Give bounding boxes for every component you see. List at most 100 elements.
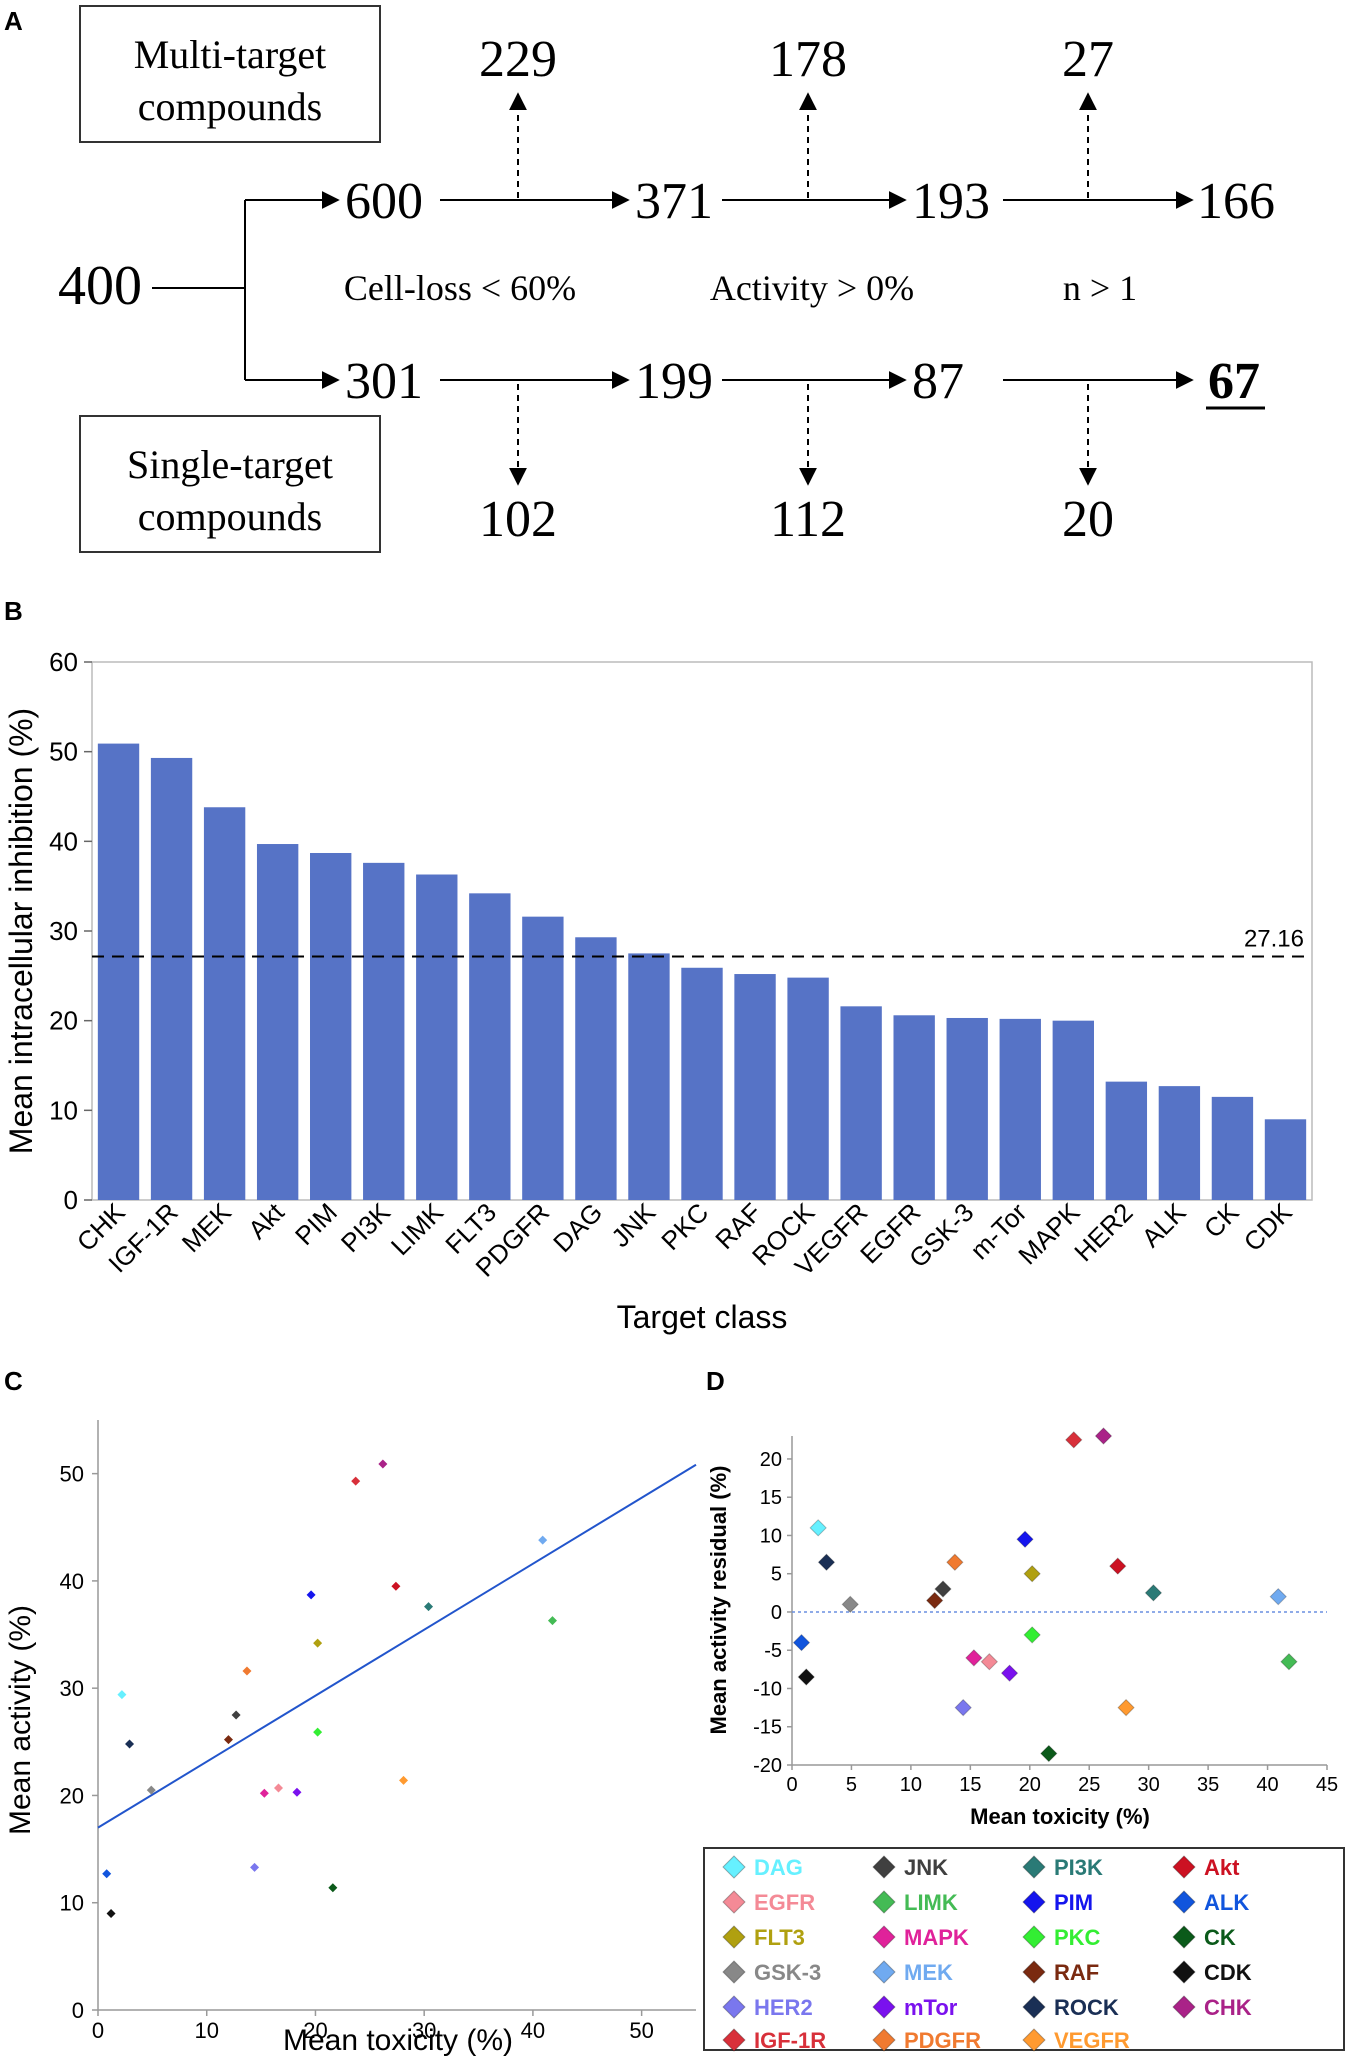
- y-tick-label: 20: [60, 1783, 84, 1808]
- legend-label-pi3k: PI3K: [1054, 1855, 1103, 1880]
- x-tick-label: 30: [1138, 1774, 1160, 1796]
- legend-marker-raf: [1022, 1960, 1046, 1984]
- point-mapk: [965, 1649, 983, 1667]
- flow-top-count-2: 371: [635, 173, 713, 230]
- legend-marker-pkc: [1022, 1925, 1046, 1949]
- point-pkc: [313, 1727, 323, 1737]
- bar-pdgfr: [522, 916, 564, 1200]
- point-akt: [391, 1581, 401, 1591]
- legend-marker-jnk: [872, 1855, 896, 1879]
- legend-marker-ck: [1172, 1925, 1196, 1949]
- point-jnk: [934, 1580, 952, 1598]
- legend-label-flt3: FLT3: [754, 1925, 805, 1950]
- reference-line-label: 27.16: [1244, 925, 1304, 952]
- point-her2: [250, 1862, 260, 1872]
- point-mtor: [1000, 1664, 1019, 1682]
- legend-marker-flt3: [722, 1925, 746, 1949]
- bar-cdk: [1264, 1119, 1307, 1200]
- scatter-d-ticks: 0 5 10 15 20 25 30 35 40 45 20 15 10 5 0 -5 -10 -15 -20: [753, 1449, 1338, 1796]
- x-tick-label: 5: [846, 1774, 857, 1796]
- flow-bottom-count-final: 67: [1208, 353, 1260, 410]
- x-tick-label: 20: [1019, 1774, 1041, 1796]
- x-tick-label: 40: [521, 2018, 545, 2043]
- flow-top-removed-1: 229: [479, 31, 557, 88]
- bar-ck: [1211, 1096, 1254, 1200]
- legend-label-dag: DAG: [754, 1855, 803, 1880]
- legend-label-akt: Akt: [1204, 1855, 1240, 1880]
- legend-label-mek: MEK: [904, 1960, 953, 1985]
- y-tick-label: 5: [771, 1564, 782, 1586]
- criterion-n: n > 1: [1063, 268, 1137, 308]
- point-rock: [125, 1739, 135, 1749]
- bar-vegfr: [840, 1006, 882, 1200]
- legend-label-mtor: mTor: [904, 1995, 958, 2020]
- point-pim: [306, 1590, 316, 1600]
- point-limk: [547, 1616, 557, 1626]
- x-tick-label: LIMK: [385, 1197, 450, 1262]
- y-tick-label: 30: [49, 916, 78, 946]
- x-tick-label: 25: [1078, 1774, 1100, 1796]
- point-dag: [809, 1519, 827, 1537]
- point-flt3: [1023, 1565, 1041, 1583]
- flow-bottom-count-2: 199: [635, 353, 713, 410]
- point-alk: [792, 1633, 811, 1652]
- legend-box: [703, 1847, 1345, 2051]
- legend-label-egfr: EGFR: [754, 1890, 815, 1915]
- bar-egfr: [893, 1015, 935, 1200]
- x-tick-label: ALK: [1136, 1197, 1192, 1253]
- bar-chart-bars: [97, 743, 1307, 1200]
- single-target-label-line1: Single-target: [127, 442, 333, 487]
- flow-bottom-removed-2: 112: [770, 491, 846, 548]
- x-tick-label: 20: [303, 2018, 327, 2043]
- legend-marker-pi3k: [1022, 1855, 1046, 1879]
- multi-target-label-line1: Multi-target: [134, 32, 327, 77]
- regression-line: [97, 1463, 697, 1829]
- legend-label-jnk: JNK: [904, 1855, 948, 1880]
- legend-items: DAG JNK PI3K Akt EGFR LIMK PIM ALK FLT3 MAPK PKC CK…: [722, 1855, 1252, 2053]
- flow-bottom-count-3: 87: [912, 353, 964, 410]
- legend-marker-dag: [722, 1855, 746, 1879]
- bar-chart-y-ticks: 0 10 20 30 40 50 60: [49, 647, 92, 1215]
- criterion-cell-loss: Cell-loss < 60%: [344, 268, 576, 308]
- x-tick-label: CDK: [1238, 1197, 1298, 1257]
- scatter-c-points: [102, 1459, 557, 1918]
- x-tick-label: PIM: [289, 1197, 343, 1251]
- bar-pi3k: [363, 862, 405, 1200]
- y-tick-label: 10: [60, 1891, 84, 1916]
- bar-jnk: [628, 953, 670, 1200]
- legend-marker-rock: [1022, 1995, 1046, 2019]
- legend-marker-igf-1r: [722, 2028, 746, 2052]
- legend-label-gsk-3: GSK-3: [754, 1960, 821, 1985]
- scatter-d-y-label: Mean activity residual (%): [706, 1466, 731, 1735]
- point-pdgfr: [946, 1553, 964, 1571]
- point-gsk-3: [841, 1595, 859, 1614]
- point-mapk: [259, 1788, 269, 1798]
- legend-label-rock: ROCK: [1054, 1995, 1119, 2020]
- point-mek: [1269, 1587, 1287, 1606]
- bar-alk: [1158, 1086, 1201, 1200]
- x-tick-label: DAG: [547, 1197, 608, 1258]
- bar-pkc: [681, 967, 723, 1200]
- panel-label-a: A: [4, 6, 23, 36]
- single-target-box: [79, 415, 381, 553]
- point-jnk: [231, 1710, 241, 1720]
- y-tick-label: 40: [49, 826, 78, 856]
- x-tick-label: 30: [412, 2018, 436, 2043]
- y-tick-label: 60: [49, 647, 78, 677]
- point-her2: [954, 1698, 972, 1717]
- point-rock: [817, 1553, 836, 1571]
- flow-diagram: Multi-target compounds Single-target com…: [58, 5, 1275, 553]
- x-tick-label: MAPK: [1012, 1197, 1086, 1271]
- point-mtor: [292, 1787, 302, 1797]
- point-pi3k: [1144, 1584, 1163, 1602]
- y-tick-label: 50: [49, 737, 78, 767]
- y-tick-label: 15: [760, 1487, 782, 1509]
- point-egfr: [273, 1783, 283, 1793]
- y-tick-label: -20: [753, 1755, 782, 1777]
- flow-bottom-count-1: 301: [345, 353, 423, 410]
- legend-label-pkc: PKC: [1054, 1925, 1101, 1950]
- scatter-residual-chart: 0 5 10 15 20 25 30 35 40 45 20 15 10 5 0 -5 -10 -15 -20 Me…: [706, 1427, 1338, 1829]
- x-tick-label: 10: [900, 1774, 922, 1796]
- point-raf: [223, 1735, 233, 1745]
